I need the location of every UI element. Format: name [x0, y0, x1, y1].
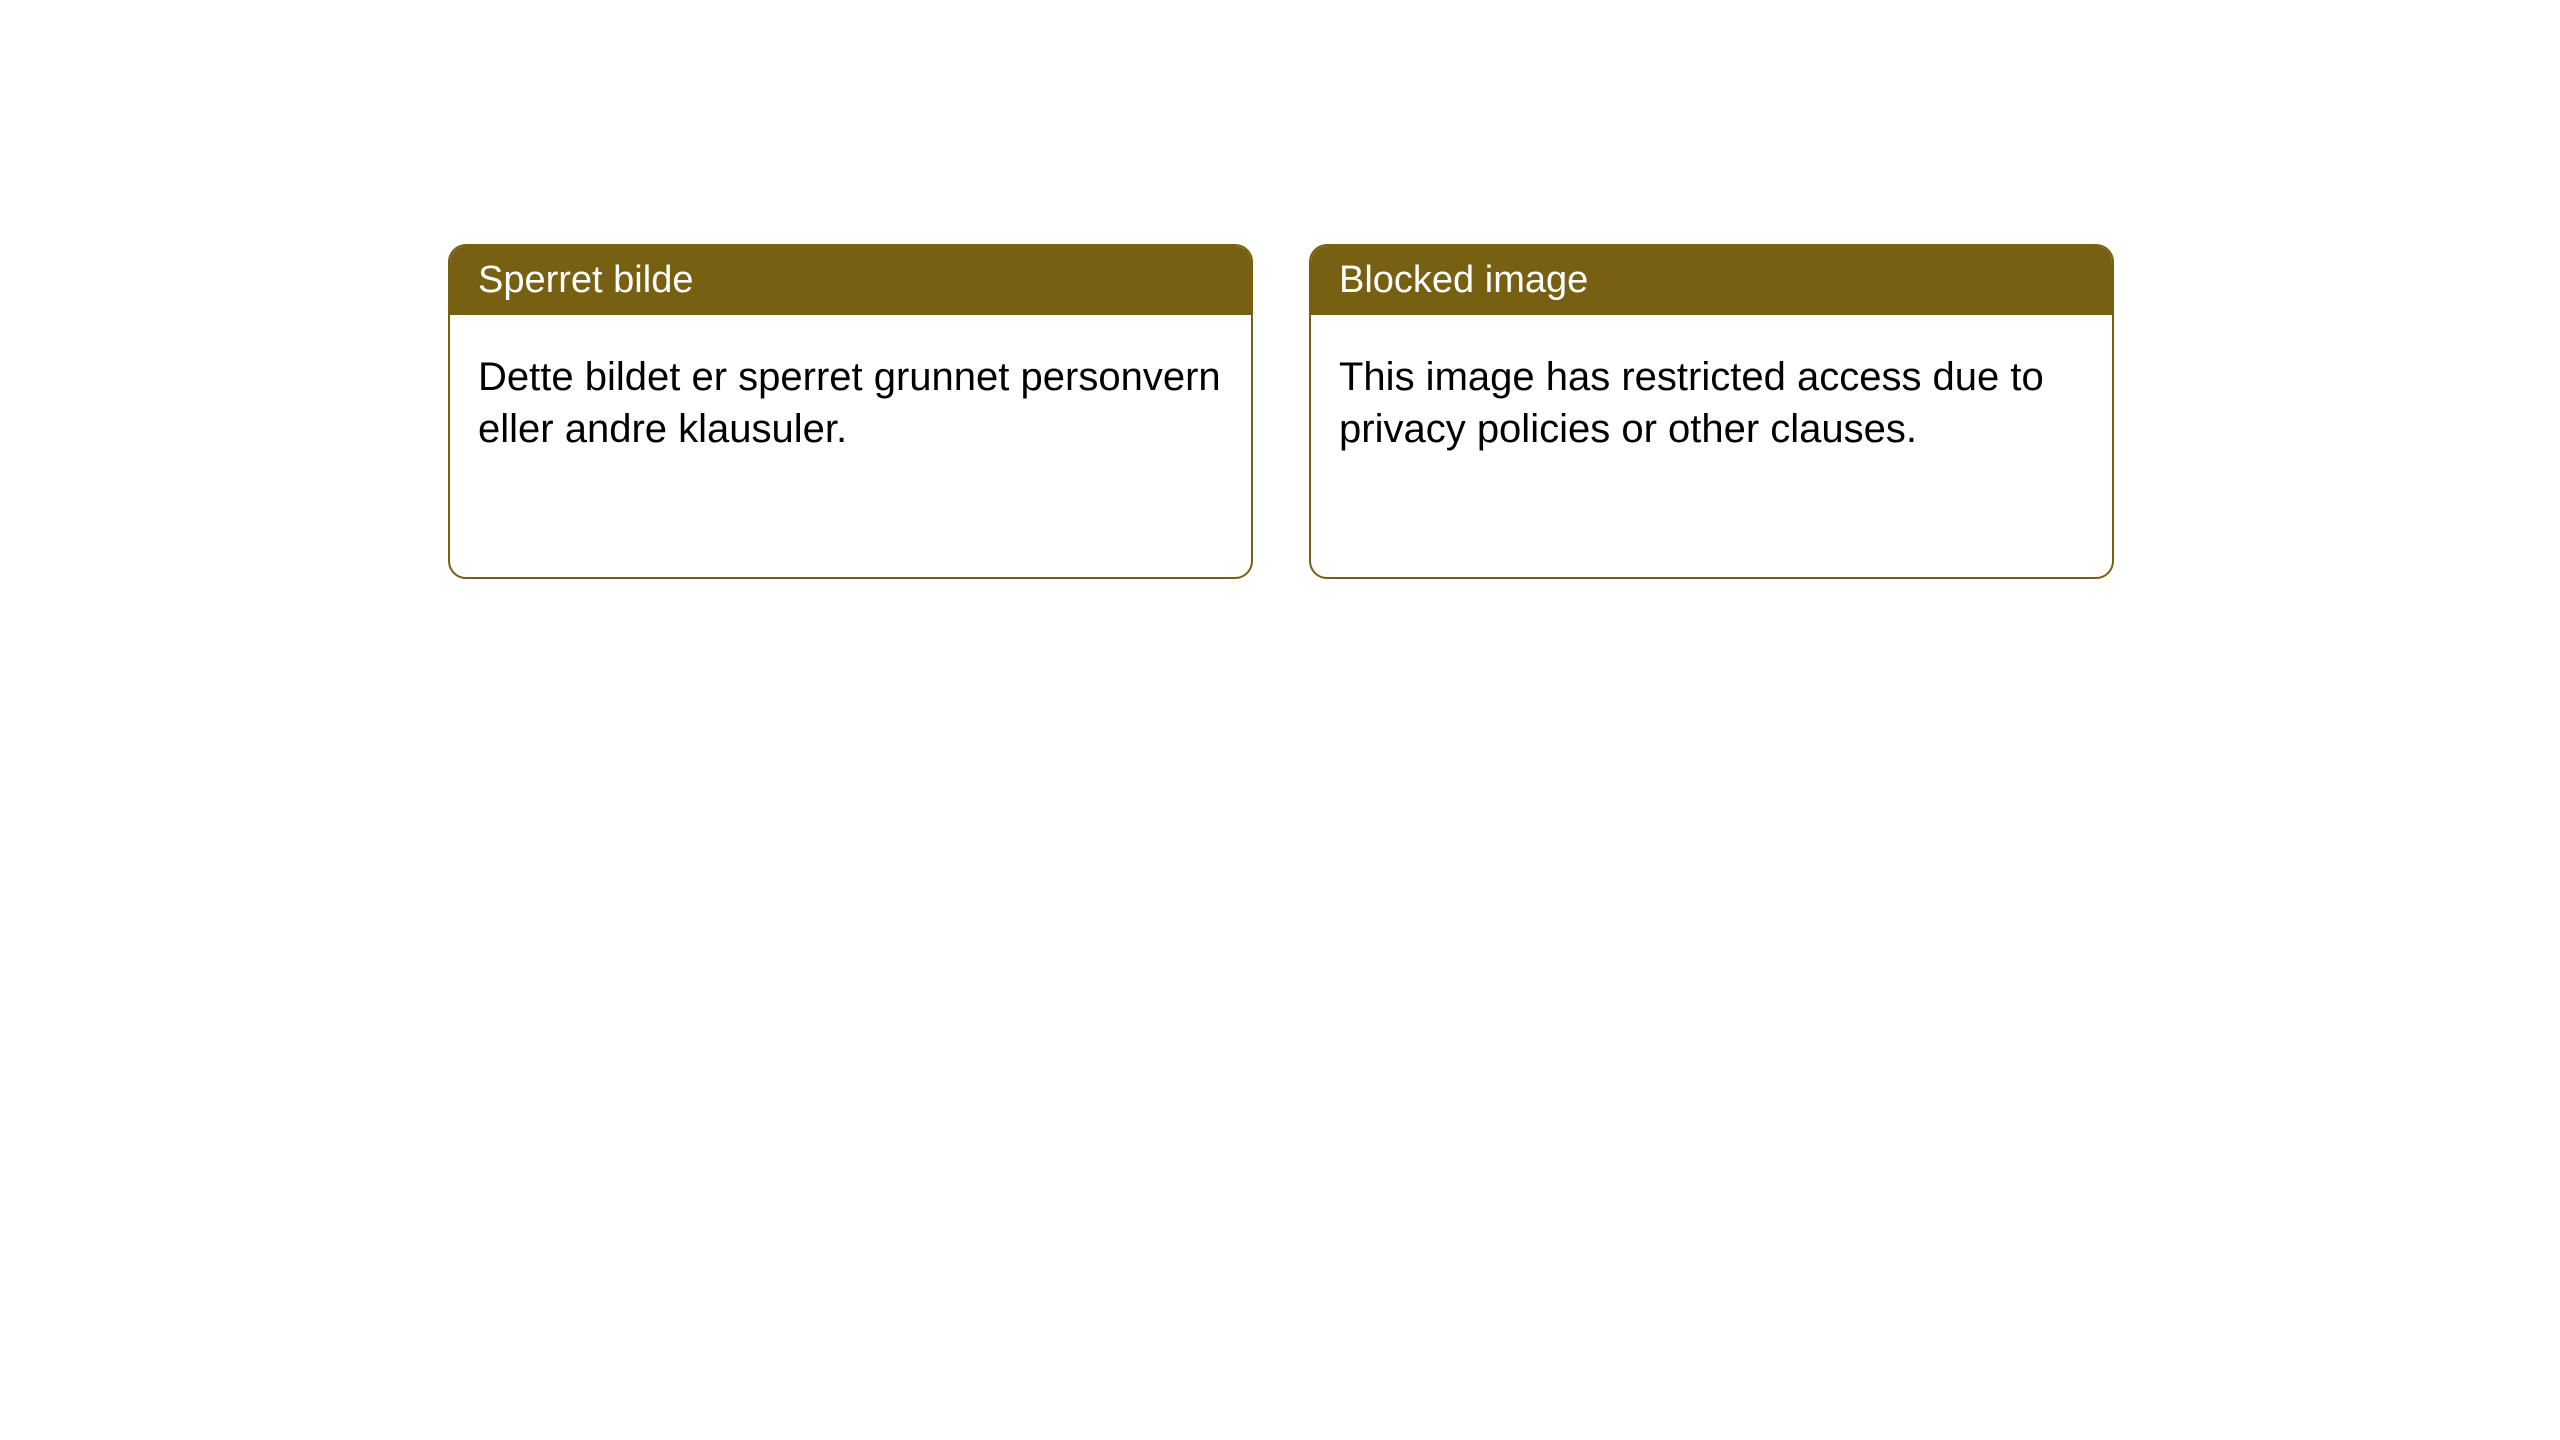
- card-body-norwegian: Dette bildet er sperret grunnet personve…: [450, 315, 1251, 491]
- blocked-image-card-english: Blocked image This image has restricted …: [1309, 244, 2114, 579]
- card-title-english: Blocked image: [1339, 259, 1588, 301]
- card-header-norwegian: Sperret bilde: [450, 246, 1251, 315]
- card-title-norwegian: Sperret bilde: [478, 259, 693, 301]
- card-header-english: Blocked image: [1311, 246, 2112, 315]
- card-text-english: This image has restricted access due to …: [1339, 355, 2044, 451]
- blocked-image-card-norwegian: Sperret bilde Dette bildet er sperret gr…: [448, 244, 1253, 579]
- notice-container: Sperret bilde Dette bildet er sperret gr…: [0, 0, 2560, 579]
- card-text-norwegian: Dette bildet er sperret grunnet personve…: [478, 355, 1221, 451]
- card-body-english: This image has restricted access due to …: [1311, 315, 2112, 491]
